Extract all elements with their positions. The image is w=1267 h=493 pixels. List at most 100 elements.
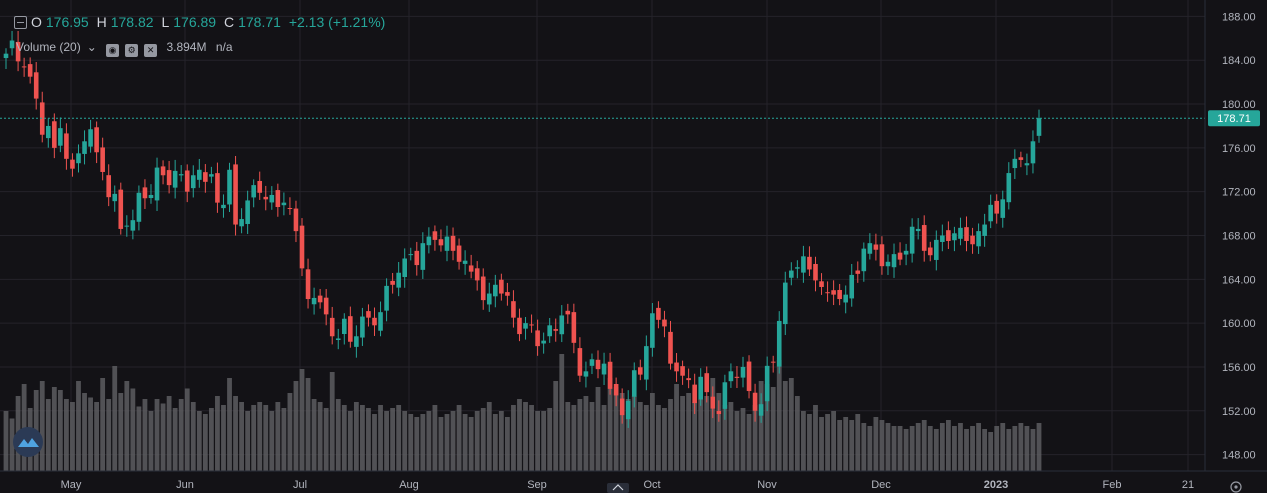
volume-bar bbox=[698, 399, 704, 471]
volume-bar bbox=[251, 405, 257, 471]
volume-bar bbox=[426, 411, 432, 471]
candle-body bbox=[233, 164, 238, 225]
volume-bar bbox=[903, 429, 909, 471]
volume-bar bbox=[275, 402, 281, 471]
volume-bar bbox=[106, 399, 112, 471]
candle-body bbox=[281, 202, 287, 206]
candle-body bbox=[15, 41, 21, 62]
volume-bar bbox=[746, 414, 752, 471]
candle-body bbox=[1036, 118, 1042, 136]
candle-body bbox=[789, 270, 794, 278]
candle-body bbox=[263, 196, 269, 200]
volume-bar bbox=[281, 408, 287, 471]
candle-body bbox=[819, 281, 824, 287]
candle-body bbox=[595, 359, 601, 370]
time-axis[interactable]: May Jun Jul Aug Sep Oct Nov Dec 2023 Feb 21 bbox=[61, 479, 1195, 491]
volume-bar bbox=[504, 417, 510, 471]
eye-icon[interactable]: ◉ bbox=[106, 44, 120, 57]
volume-bar bbox=[215, 396, 220, 471]
price-axis[interactable]: 148.00 152.00 156.00 160.00 164.00 168.00 172.… bbox=[1222, 11, 1256, 461]
volume-bar bbox=[130, 388, 136, 471]
candle-body bbox=[432, 231, 438, 240]
candle-body bbox=[885, 261, 891, 267]
candle-body bbox=[553, 329, 559, 331]
candle-body bbox=[197, 169, 202, 180]
volume-bar bbox=[752, 405, 758, 471]
time-tick-label: Oct bbox=[643, 479, 660, 491]
candle-body bbox=[625, 400, 631, 420]
volume-bar bbox=[178, 399, 184, 471]
last-price-badge: 178.71 bbox=[1208, 110, 1260, 127]
settings-icon[interactable]: ⚙ bbox=[125, 44, 139, 57]
candle-body bbox=[275, 190, 281, 208]
volume-bar bbox=[861, 423, 867, 471]
time-tick-label: Feb bbox=[1103, 479, 1122, 491]
candle-body bbox=[468, 265, 474, 272]
candle-body bbox=[722, 382, 728, 409]
volume-bar bbox=[631, 396, 637, 471]
volume-bar bbox=[776, 360, 782, 471]
candle-body bbox=[764, 365, 770, 402]
volume-bar bbox=[680, 396, 685, 471]
candle-body bbox=[390, 280, 395, 285]
collapse-legend-icon[interactable] bbox=[14, 16, 27, 29]
volume-label[interactable]: Volume (20) bbox=[16, 40, 81, 54]
volume-bar bbox=[408, 414, 414, 471]
volume-bar bbox=[686, 393, 692, 471]
candle-body bbox=[535, 330, 540, 347]
candle-body bbox=[976, 231, 981, 247]
candle-body bbox=[680, 366, 685, 376]
volume-bar bbox=[462, 414, 468, 471]
volume-bar bbox=[402, 411, 408, 471]
volume-bar bbox=[414, 417, 420, 471]
chevron-down-icon[interactable]: ⌄ bbox=[86, 40, 97, 54]
close-icon[interactable]: ✕ bbox=[144, 44, 158, 57]
volume-bar bbox=[353, 402, 359, 471]
candle-body bbox=[70, 159, 75, 169]
candle-body bbox=[813, 263, 818, 281]
volume-bar bbox=[372, 414, 377, 471]
volume-bar bbox=[360, 405, 365, 471]
volume-bar bbox=[444, 414, 450, 471]
volume-bar bbox=[788, 378, 794, 471]
volume-bar bbox=[420, 414, 426, 471]
candle-body bbox=[740, 366, 746, 378]
candle-body bbox=[758, 404, 764, 416]
volume-bar bbox=[208, 408, 214, 471]
price-tick-label: 148.00 bbox=[1222, 450, 1256, 462]
volume-bar bbox=[716, 393, 722, 471]
candle-body bbox=[335, 338, 341, 340]
volume-bar bbox=[438, 417, 444, 471]
volume-bar bbox=[807, 414, 812, 471]
candle-body bbox=[444, 236, 450, 251]
volume-bar bbox=[722, 405, 728, 471]
candle-body bbox=[692, 384, 697, 404]
volume-bar bbox=[456, 405, 462, 471]
candle-body bbox=[299, 225, 305, 269]
volume-bar bbox=[1024, 426, 1030, 471]
candle-body bbox=[178, 174, 184, 176]
candle-body bbox=[994, 200, 1000, 214]
candle-body bbox=[1006, 173, 1012, 203]
candle-body bbox=[426, 236, 432, 246]
candle-body bbox=[601, 363, 607, 375]
settings-gear-icon[interactable] bbox=[1230, 481, 1242, 493]
volume-bar bbox=[637, 402, 643, 471]
volume-bar bbox=[366, 408, 371, 471]
candle-body bbox=[589, 359, 595, 366]
low-label: L bbox=[161, 14, 170, 30]
volume-bar bbox=[831, 411, 837, 471]
candle-body bbox=[329, 317, 335, 337]
volume-bar bbox=[734, 411, 740, 471]
volume-bar bbox=[933, 429, 939, 471]
candle-body bbox=[245, 200, 250, 224]
volume-bar bbox=[855, 414, 861, 471]
close-value: 178.71 bbox=[238, 14, 281, 30]
candles bbox=[3, 30, 1042, 428]
candle-body bbox=[45, 125, 51, 139]
candle-body bbox=[203, 172, 208, 182]
candle-body bbox=[849, 274, 855, 299]
volume-bar bbox=[921, 420, 927, 471]
volume-bar bbox=[728, 402, 734, 471]
